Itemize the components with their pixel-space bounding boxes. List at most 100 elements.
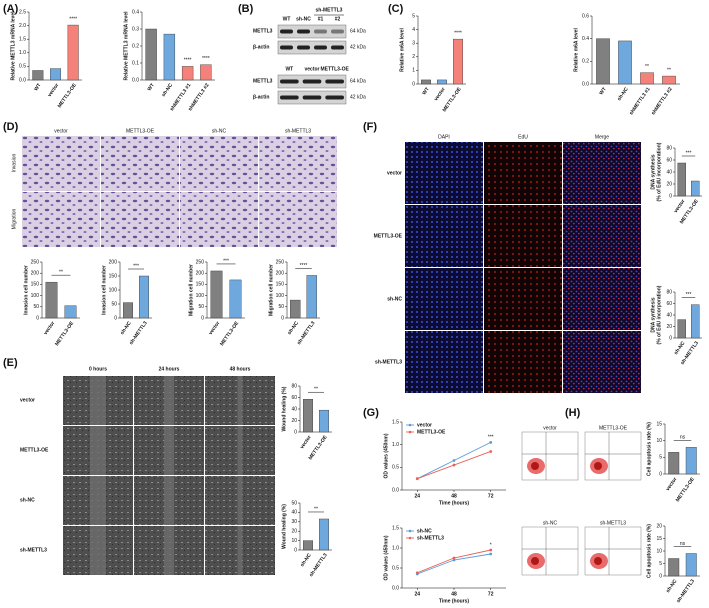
image-row-label: Invasion [11,153,17,172]
lane-label: METTL3-OE [320,66,349,72]
y-tick-label: 1.5 [19,37,26,43]
x-tick-label: 48 [451,493,457,499]
y-tick-label: 80 [666,289,672,295]
bar [145,28,157,81]
x-tick-label: 72 [488,591,494,597]
y-axis-label: Relative METTL3 mRNA level [123,11,129,81]
y-tick-label: 0 [201,315,204,321]
x-tick-label: vector [665,476,679,492]
image-row-label: METTL3-OE [374,233,403,239]
bar [229,279,242,319]
x-tick-label: sh-NC [673,340,687,356]
y-tick-label: 20 [291,529,297,535]
bar [319,518,330,551]
micrograph [484,268,562,330]
micrograph [405,142,483,204]
bar [306,275,317,319]
y-tick-label: 0.3 [132,26,139,32]
y-tick-label: 20 [666,324,672,330]
significance: *** [686,292,692,298]
image-row-label: sh-METTL3 [375,359,402,365]
band [314,29,327,34]
blot [277,40,347,55]
image-row-label: vector [387,170,402,176]
flow-plot [584,526,642,576]
y-tick-label: 80 [666,145,672,151]
y-axis-label: OD values (450nm) [383,535,389,580]
y-tick-label: 0.5 [392,565,399,571]
image-row-label: sh-NC [387,296,402,302]
micrograph [563,268,641,330]
micrograph [405,268,483,330]
y-tick-label: 100 [109,287,118,293]
x-tick-label: METTL3-OE [219,320,241,347]
bar [64,305,77,319]
y-tick-label: 100 [31,293,40,299]
wound-gap [90,526,106,575]
y-tick-label: 100 [276,293,285,299]
wound-gap [237,376,243,425]
blot-group: sh-METTL3 [316,7,343,13]
image-column-label: EdU [518,134,528,140]
x-tick-label: sh-NC [299,552,313,568]
y-tick-label: 150 [109,273,118,279]
micrograph [101,192,179,247]
bar [290,299,301,319]
x-tick-label: sh-NC [161,82,175,98]
y-tick-label: 40 [666,312,672,318]
x-axis-label: Time (hours) [439,500,470,506]
significance: **** [184,58,192,64]
y-tick-label: 1 [412,68,415,74]
micrograph [22,136,100,191]
blot-row-label: METTL3 [253,28,273,34]
legend-label: METTL3-OE [417,429,446,435]
bar [181,66,194,81]
micrograph [101,136,179,191]
y-axis-label: Migration cell number [268,264,274,316]
y-axis-label: Cell apoptosis rate (%) [646,422,652,476]
legend-label: sh-METTL3 [417,535,444,541]
x-tick-label: WT [146,82,155,92]
micrograph [405,205,483,267]
legend-label: vector [417,422,432,428]
micrograph [259,136,337,191]
legend-marker [408,529,412,533]
y-tick-label: 3 [412,41,415,47]
legend-label: sh-NC [417,528,432,534]
lane-label: sh-NC [296,16,311,22]
y-tick-label: 5 [659,561,662,567]
point [489,450,493,453]
cell-cluster [531,462,539,470]
y-tick-label: 5 [659,455,662,461]
y-axis-label: Relative m6A level [573,28,579,72]
cell-cluster [531,557,539,565]
image-row-label: vector [20,397,35,403]
y-tick-label: 0.4 [132,9,139,15]
y-tick-label: 0 [659,573,662,579]
micrograph [180,136,258,191]
blot-size: 64 kDa [350,78,366,84]
wound-gap [237,426,243,475]
image-column-label: sh-METTL3 [285,128,311,134]
wound-gap [237,526,243,575]
image-column-label: 0 hours [89,366,107,372]
y-tick-label: 1.5 [392,419,399,425]
y-axis-label: Cell apoptosis rate (%) [646,524,652,578]
significance: **** [69,16,77,22]
lane-label: vector [304,66,319,72]
y-axis-label: DNA synthesis [650,154,656,189]
y-tick-label: 1.0 [19,50,26,56]
y-tick-label: 20 [656,523,662,529]
image-column-label: Merge [595,134,609,140]
bar [668,558,680,577]
y-tick-label: 0 [36,315,39,321]
x-tick-label: WT [598,86,607,96]
band [302,95,322,100]
y-tick-label: 0 [669,335,672,341]
micrograph [563,142,641,204]
image-column-label: sh-NC [212,128,227,134]
y-tick-label: 0 [281,315,284,321]
y-tick-label: 150 [31,282,40,288]
significance: **** [454,30,462,36]
y-tick-label: 80 [291,383,297,389]
